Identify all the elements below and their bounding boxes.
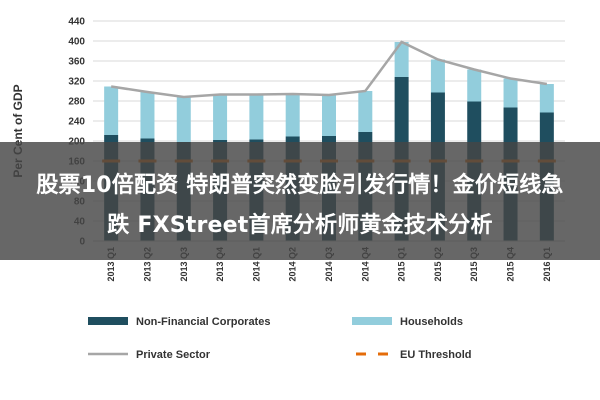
x-tick-label: 2013 Q4 <box>215 247 225 282</box>
bar-households <box>249 94 264 140</box>
x-tick-label: 2015 Q4 <box>506 247 516 282</box>
legend-swatch <box>88 317 128 325</box>
bar-households <box>176 97 191 142</box>
legend-label: Households <box>400 316 463 328</box>
legend-label: Private Sector <box>136 349 211 361</box>
x-tick-label: 2014 Q3 <box>324 247 334 282</box>
y-tick-label: 320 <box>68 77 85 88</box>
x-tick-label: 2015 Q1 <box>397 247 407 282</box>
legend-label: EU Threshold <box>400 349 472 361</box>
x-tick-label: 2015 Q3 <box>469 247 479 282</box>
y-tick-label: 360 <box>68 57 85 68</box>
bar-households <box>104 86 119 135</box>
headline-banner <box>0 142 600 260</box>
legend: Non-Financial Corporates Households Privat… <box>88 316 472 361</box>
bar-households <box>430 59 445 93</box>
bar-households <box>394 42 409 77</box>
bar-households <box>213 94 228 140</box>
bar-households <box>322 95 336 136</box>
bar-households <box>140 92 155 139</box>
bar-households <box>539 84 554 113</box>
x-tick-label: 2013 Q3 <box>179 247 189 282</box>
y-tick-label: 440 <box>68 17 85 28</box>
headline-line-2: 跌 FXStreet首席分析师黄金技术分析 <box>107 213 493 238</box>
x-tick-label: 2014 Q4 <box>360 247 370 282</box>
legend-label: Non-Financial Corporates <box>136 316 270 328</box>
legend-swatch <box>352 317 392 325</box>
bar-households <box>285 94 300 137</box>
x-tick-label: 2013 Q2 <box>142 247 152 282</box>
bar-households <box>467 69 482 102</box>
x-tick-label: 2013 Q1 <box>106 247 116 282</box>
x-tick-label: 2014 Q1 <box>251 247 261 282</box>
bar-households <box>503 78 518 108</box>
private-sector-line <box>110 40 548 99</box>
y-tick-label: 240 <box>68 117 85 128</box>
headline-line-1: 股票10倍配资 特朗普突然变脸引发行情！金价短线急 <box>36 173 564 198</box>
x-tick-label: 2016 Q1 <box>542 247 552 282</box>
bar-households <box>358 91 373 132</box>
x-tick-label: 2014 Q2 <box>288 247 298 282</box>
x-tick-label: 2015 Q2 <box>433 247 443 282</box>
y-tick-label: 400 <box>68 37 85 48</box>
y-tick-label: 280 <box>68 97 85 108</box>
